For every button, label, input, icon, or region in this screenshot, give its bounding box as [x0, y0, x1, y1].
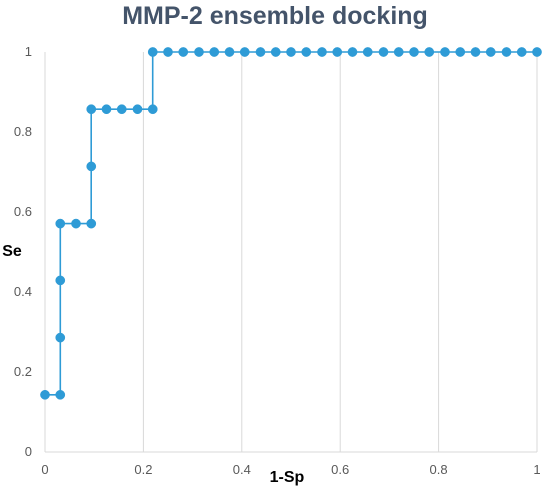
y-axis-label: Se	[2, 243, 22, 260]
data-point	[224, 47, 235, 57]
x-tick-label: 0.4	[233, 462, 251, 477]
data-point	[86, 218, 97, 229]
data-point	[239, 47, 250, 57]
x-tick-label: 0.6	[331, 462, 349, 477]
data-point	[378, 47, 389, 57]
data-point	[147, 104, 158, 115]
data-point	[393, 47, 404, 57]
y-tick-label: 0.4	[14, 284, 32, 299]
series-line-path	[45, 51, 537, 396]
data-point	[332, 47, 343, 57]
data-point	[362, 47, 373, 57]
data-point	[163, 47, 173, 57]
grid-lines	[44, 52, 538, 453]
data-point	[286, 47, 296, 57]
data-point	[501, 47, 512, 57]
y-tick-label: 0	[25, 444, 32, 459]
data-point	[301, 47, 312, 57]
series-markers	[40, 47, 542, 400]
data-point	[532, 47, 542, 57]
data-point	[209, 47, 220, 57]
data-point	[101, 104, 112, 115]
x-tick-label: 1	[533, 462, 540, 477]
y-tick-label: 0.6	[14, 204, 32, 219]
y-tick-label: 0.2	[14, 364, 32, 379]
y-tick-label: 1	[25, 44, 32, 59]
data-point	[470, 47, 481, 57]
series-line	[45, 51, 537, 396]
data-point	[255, 47, 266, 57]
data-point	[409, 47, 419, 57]
data-point	[424, 47, 435, 57]
data-point	[116, 104, 127, 115]
y-tick-label: 0.8	[14, 124, 32, 139]
data-point	[55, 389, 66, 400]
data-point	[440, 47, 450, 57]
data-point	[55, 275, 66, 286]
x-tick-label: 0.8	[430, 462, 448, 477]
x-tick-labels: 0 0.2 0.4 0.6 0.8 1	[41, 462, 540, 477]
x-tick-label: 0	[41, 462, 48, 477]
data-point	[270, 47, 281, 57]
data-point	[40, 389, 50, 400]
data-point	[194, 47, 204, 57]
data-point	[55, 218, 66, 229]
data-point	[317, 47, 327, 57]
y-tick-labels: 0 0.2 0.4 0.6 0.8 1	[14, 44, 32, 459]
data-point	[516, 47, 527, 57]
data-point	[178, 47, 189, 57]
data-point	[55, 332, 66, 343]
data-point	[347, 47, 358, 57]
x-axis-label: 1-Sp	[270, 469, 305, 486]
data-point	[71, 218, 81, 229]
x-tick-label: 0.2	[134, 462, 152, 477]
data-point	[86, 104, 97, 115]
data-point	[147, 47, 158, 57]
data-point	[485, 47, 496, 57]
data-point	[86, 161, 97, 172]
data-point	[132, 104, 143, 115]
data-point	[455, 47, 466, 57]
chart-title: MMP-2 ensemble docking	[122, 2, 428, 30]
